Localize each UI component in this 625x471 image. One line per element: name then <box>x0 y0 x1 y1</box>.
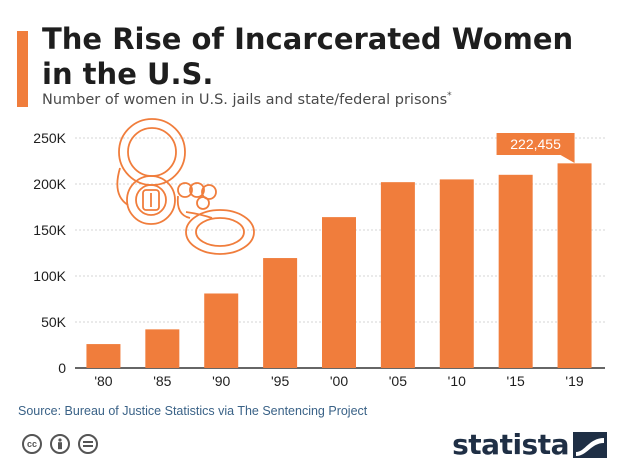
y-axis-labels: 0 50K 100K 150K 200K 250K <box>33 130 66 376</box>
x-tick-label: '10 <box>448 373 466 389</box>
handcuffs-icon <box>116 118 255 255</box>
y-tick-label: 50K <box>41 314 67 330</box>
license-icons: cc <box>22 434 98 454</box>
no-derivatives-icon <box>78 434 98 454</box>
y-tick-label: 200K <box>33 176 66 192</box>
bar <box>86 344 121 368</box>
x-tick-label: '85 <box>153 373 171 389</box>
x-axis-labels: '80 '85 '90 '95 '00 '05 '10 '15 '19 <box>94 373 584 389</box>
bar <box>557 163 592 368</box>
y-tick-label: 150K <box>33 222 66 238</box>
bar-chart: '80 '85 '90 '95 '00 '05 '10 '15 '19 0 50K 100K 150K… <box>33 118 605 389</box>
x-tick-label: '05 <box>389 373 407 389</box>
x-tick-label: '15 <box>507 373 525 389</box>
bar <box>145 329 180 368</box>
callout-box <box>496 133 575 155</box>
bar <box>204 293 239 368</box>
bar <box>263 258 298 368</box>
y-tick-label: 250K <box>33 130 66 146</box>
y-tick-label: 100K <box>33 268 66 284</box>
subtitle-footnote-mark: * <box>447 91 452 101</box>
source-note: Source: Bureau of Justice Statistics via… <box>18 404 368 418</box>
title-accent-bar <box>17 31 28 107</box>
attribution-icon <box>50 434 70 454</box>
callout-label: 222,455 <box>510 136 561 152</box>
x-tick-label: '90 <box>212 373 230 389</box>
bar <box>380 182 415 368</box>
x-tick-label: '19 <box>565 373 583 389</box>
bar <box>498 174 533 368</box>
callout-pointer <box>560 155 575 163</box>
bar <box>322 217 356 368</box>
value-callout: 222,455 <box>496 133 575 163</box>
x-tick-label: '95 <box>271 373 289 389</box>
y-tick-label: 0 <box>58 360 66 376</box>
subtitle-text: Number of women in U.S. jails and state/… <box>42 91 448 108</box>
bars <box>86 163 592 368</box>
x-tick-label: '00 <box>330 373 348 389</box>
bar <box>439 179 474 368</box>
statista-logo: statista <box>452 428 607 461</box>
x-tick-label: '80 <box>94 373 112 389</box>
statista-wave-icon <box>573 431 607 458</box>
cc-icon: cc <box>22 434 42 454</box>
brand-name: statista <box>452 428 569 461</box>
chart-title: The Rise of Incarcerated Women in the U.… <box>42 22 574 91</box>
chart-subtitle: Number of women in U.S. jails and state/… <box>42 91 452 108</box>
